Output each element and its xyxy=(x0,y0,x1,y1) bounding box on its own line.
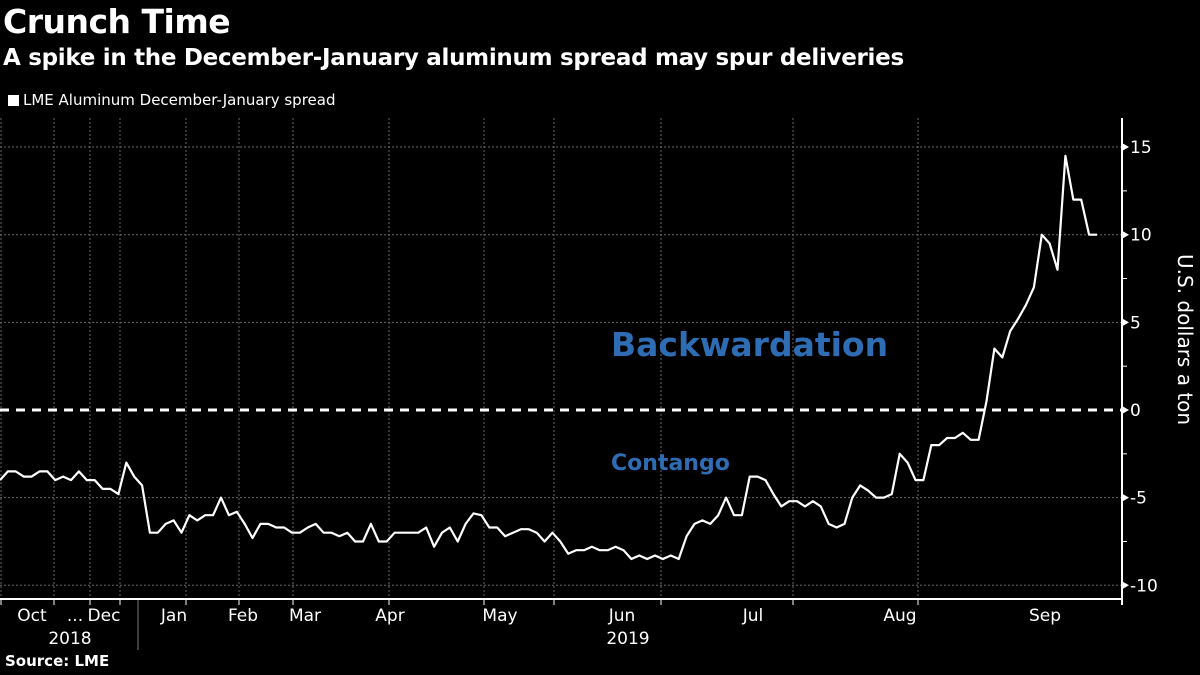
y-tick-label: 5 xyxy=(1130,313,1141,333)
x-tick-label: Aug xyxy=(883,606,916,626)
gridlines xyxy=(0,118,1122,599)
x-tick-label: Dec xyxy=(88,606,121,626)
y-tick-marker xyxy=(1122,318,1129,327)
axes xyxy=(0,118,1123,605)
chart-title: Crunch Time xyxy=(3,2,231,41)
legend: LME Aluminum December-January spread xyxy=(8,91,335,109)
x-tick-label: Jan xyxy=(160,606,187,626)
y-axis-ticks: -10 -5 0 5 10 15 xyxy=(1122,138,1158,596)
source-note: Source: LME xyxy=(5,652,110,670)
y-tick-marker xyxy=(1122,581,1129,590)
y-tick-label: -5 xyxy=(1130,489,1147,509)
y-tick-label: 0 xyxy=(1130,401,1141,421)
y-tick-label: 15 xyxy=(1130,138,1152,158)
series xyxy=(0,154,1098,561)
x-tick-label: Mar xyxy=(289,606,321,626)
legend-label: LME Aluminum December-January spread xyxy=(23,91,336,109)
x-axis-ticks: Oct... Dec Jan Feb Mar Apr May Jun Jul Aug Sep 2018… xyxy=(0,599,1123,650)
annotation-contango: Contango xyxy=(611,451,730,476)
x-tick-label: Jul xyxy=(742,606,764,626)
y-tick-marker xyxy=(1122,143,1129,152)
y-tick-marker xyxy=(1122,493,1129,502)
y-tick-label: -10 xyxy=(1130,576,1158,596)
x-year-label: 2019 xyxy=(606,629,649,649)
x-tick-label: Oct xyxy=(17,606,47,626)
annotation-backwardation: Backwardation xyxy=(611,325,888,364)
x-tick-label: Jun xyxy=(608,606,636,626)
x-tick-label: Sep xyxy=(1029,606,1061,626)
x-tick-label: ... xyxy=(67,606,83,626)
x-tick-label: Apr xyxy=(375,606,404,626)
x-tick-label: Feb xyxy=(228,606,258,626)
x-tick-label: May xyxy=(482,606,517,626)
y-axis-label: U.S. dollars a ton xyxy=(1173,254,1197,425)
x-year-label: 2018 xyxy=(48,629,91,649)
y-tick-marker xyxy=(1122,230,1129,239)
series-line-lme-aluminum-spread xyxy=(0,154,1097,561)
legend-swatch xyxy=(8,94,19,106)
annotations: Backwardation Contango xyxy=(611,325,888,476)
chart-subtitle: A spike in the December-January aluminum… xyxy=(3,45,904,71)
y-tick-label: 10 xyxy=(1130,226,1152,246)
y-tick-marker xyxy=(1122,406,1129,414)
